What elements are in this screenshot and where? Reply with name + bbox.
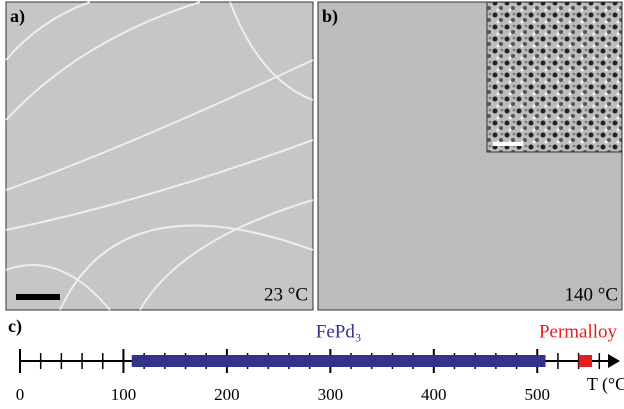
range-label: Permalloy xyxy=(539,321,618,342)
range-label: FePd₃ xyxy=(316,321,362,342)
panel-caption: 23 °C xyxy=(264,284,308,305)
x-tick-label: 500 xyxy=(524,385,550,404)
panel-caption: 140 °C xyxy=(564,284,618,305)
range-bar xyxy=(579,355,592,367)
x-tick-label: 200 xyxy=(214,385,240,404)
x-tick-label: 100 xyxy=(111,385,137,404)
range-bar xyxy=(132,355,546,367)
x-tick-label: 0 xyxy=(16,385,25,404)
panel-label: c) xyxy=(8,316,22,337)
panel-label: a) xyxy=(10,6,25,27)
panel-label: b) xyxy=(322,6,338,27)
x-tick-label: 400 xyxy=(421,385,447,404)
figure: a) 23 °C b) 140 °C c) T (°C) 0 100 200 300 4… xyxy=(0,0,624,409)
panel-b xyxy=(318,2,622,310)
axis-title: T (°C) xyxy=(587,374,624,395)
axis-arrow xyxy=(608,354,620,368)
panel-a xyxy=(6,2,313,310)
x-tick-label: 300 xyxy=(318,385,344,404)
